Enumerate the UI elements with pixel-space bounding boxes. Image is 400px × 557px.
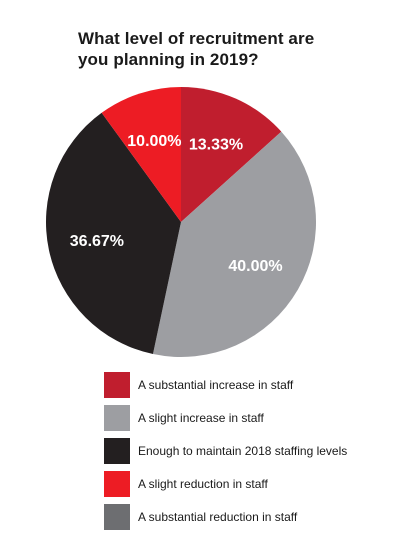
legend-item-slight-reduction: A slight reduction in staff [104, 471, 347, 497]
legend-label: A slight increase in staff [138, 411, 264, 425]
legend-swatch [104, 372, 130, 398]
legend-item-maintain: Enough to maintain 2018 staffing levels [104, 438, 347, 464]
chart-title: What level of recruitment are you planni… [78, 29, 315, 69]
pie-slice-label: 13.33% [189, 136, 243, 153]
legend-label: Enough to maintain 2018 staffing levels [138, 444, 348, 458]
pie-slice [152, 131, 317, 358]
pie-slice [101, 87, 181, 222]
legend-item-substantial-reduction: A substantial reduction in staff [104, 504, 347, 530]
legend-label: A substantial reduction in staff [138, 510, 298, 524]
legend-item-slight-increase: A slight increase in staff [104, 405, 347, 431]
legend-item-substantial-increase: A substantial increase in staff [104, 372, 347, 398]
pie-slice [45, 112, 182, 355]
legend-swatch [104, 438, 130, 464]
legend-swatch [104, 405, 130, 431]
pie-slice [181, 87, 282, 222]
legend: A substantial increase in staff A slight… [104, 372, 347, 530]
legend-label: A substantial increase in staff [138, 378, 294, 392]
pie-slice-label: 36.67% [70, 233, 124, 250]
legend-swatch [104, 504, 130, 530]
legend-swatch [104, 471, 130, 497]
legend-label: A slight reduction in staff [138, 477, 268, 491]
pie-slice-label: 10.00% [127, 133, 181, 150]
pie-slice-label: 40.00% [228, 258, 282, 275]
